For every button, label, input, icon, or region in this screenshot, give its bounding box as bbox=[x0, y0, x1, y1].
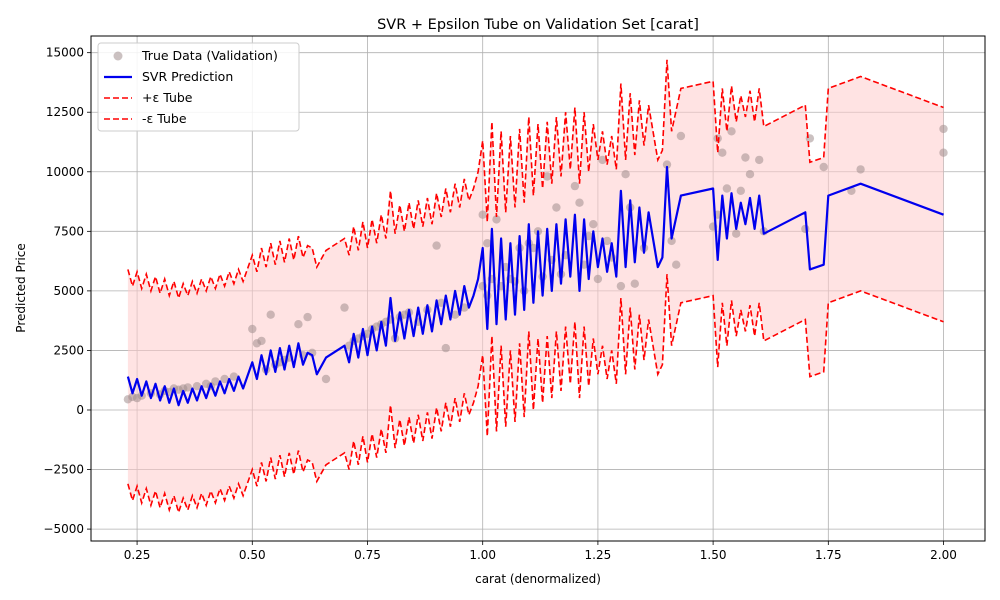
legend-box bbox=[97, 42, 300, 132]
epsilon-tube-area bbox=[127, 59, 944, 513]
legend-label: SVR Prediction bbox=[142, 69, 233, 84]
true-data-point bbox=[819, 162, 828, 172]
true-data-point bbox=[939, 148, 948, 157]
y-tick-label: −2500 bbox=[43, 463, 84, 477]
true-data-point bbox=[432, 241, 441, 250]
true-data-point bbox=[340, 303, 349, 312]
true-data-point bbox=[598, 155, 607, 165]
true-data-point bbox=[570, 181, 580, 191]
true-data-point bbox=[303, 312, 312, 322]
y-tick-label: 15000 bbox=[46, 46, 84, 60]
true-data-point bbox=[192, 382, 202, 391]
true-data-point bbox=[722, 184, 732, 193]
y-tick-label: 2500 bbox=[53, 343, 84, 357]
chart-title: SVR + Epsilon Tube on Validation Set [ca… bbox=[377, 17, 699, 33]
epsilon-tube-lines bbox=[127, 59, 944, 516]
y-axis-ticks: −5000 −2500 0 2500 5000 7500 10000 12500 15000 bbox=[43, 46, 91, 536]
true-data-point bbox=[483, 239, 492, 248]
x-tick-label: 2.00 bbox=[930, 548, 957, 562]
true-data-point bbox=[589, 220, 598, 229]
svr-prediction-line-group bbox=[126, 165, 944, 407]
epsilon-tube-fill bbox=[127, 59, 944, 513]
true-data-point bbox=[266, 310, 275, 319]
true-data-point bbox=[755, 155, 764, 165]
legend: True Data (Validation) SVR Prediction +ε T… bbox=[97, 42, 300, 132]
true-data-point bbox=[575, 198, 584, 207]
x-tick-label: 0.50 bbox=[239, 548, 266, 562]
x-axis-label: carat (denormalized) bbox=[475, 572, 601, 586]
true-data-point bbox=[450, 310, 460, 319]
x-tick-label: 1.00 bbox=[469, 548, 496, 562]
x-tick-label: 1.75 bbox=[815, 548, 842, 562]
true-data-point bbox=[662, 160, 672, 169]
true-data-point bbox=[713, 134, 722, 143]
true-data-point bbox=[856, 165, 865, 174]
svr-prediction-line bbox=[126, 165, 944, 407]
true-data-point bbox=[602, 236, 612, 246]
x-tick-label: 1.25 bbox=[585, 548, 612, 562]
x-tick-label: 0.75 bbox=[354, 548, 381, 562]
y-tick-label: 7500 bbox=[53, 224, 84, 238]
true-data-point bbox=[672, 260, 681, 269]
y-tick-label: 0 bbox=[76, 403, 84, 417]
true-data-point bbox=[220, 374, 229, 384]
x-axis-ticks: 0.25 0.50 0.75 1.00 1.25 1.50 1.75 2.00 bbox=[124, 541, 957, 562]
upper-epsilon-tube-line bbox=[127, 59, 944, 301]
true-data-point bbox=[667, 236, 676, 246]
true-data-point bbox=[732, 229, 741, 238]
y-tick-label: −5000 bbox=[43, 522, 84, 536]
true-data-point bbox=[727, 127, 736, 136]
true-data-point bbox=[538, 272, 547, 281]
y-axis-label: Predicted Price bbox=[14, 243, 28, 332]
true-data-point bbox=[676, 131, 686, 141]
true-data-point bbox=[543, 172, 552, 181]
y-tick-label: 10000 bbox=[46, 165, 84, 179]
true-data-point bbox=[211, 377, 220, 386]
true-data-point bbox=[183, 383, 192, 392]
legend-swatch-true-data bbox=[113, 51, 123, 61]
true-data-point bbox=[939, 124, 948, 134]
true-data-point bbox=[478, 210, 487, 219]
true-data-point bbox=[441, 343, 450, 353]
true-data-point bbox=[616, 281, 626, 291]
lower-epsilon-tube-line bbox=[127, 274, 944, 516]
true-data-point bbox=[321, 374, 331, 384]
legend-label: True Data (Validation) bbox=[141, 48, 278, 63]
y-tick-label: 5000 bbox=[53, 284, 84, 298]
true-data-point bbox=[741, 153, 750, 162]
true-data-point bbox=[593, 274, 603, 284]
true-data-point bbox=[552, 203, 561, 212]
plot-frame bbox=[90, 35, 986, 542]
x-tick-label: 0.25 bbox=[124, 548, 151, 562]
legend-label: +ε Tube bbox=[142, 90, 193, 105]
true-data-point bbox=[492, 215, 501, 224]
true-data-point bbox=[745, 170, 755, 179]
true-data-point bbox=[248, 324, 257, 334]
x-tick-label: 1.50 bbox=[700, 548, 727, 562]
legend-label: -ε Tube bbox=[142, 111, 187, 126]
true-data-point bbox=[257, 336, 266, 346]
true-data-point bbox=[718, 148, 727, 157]
true-data-point bbox=[294, 320, 303, 329]
true-data-point bbox=[229, 372, 239, 381]
true-data-point bbox=[630, 279, 639, 288]
y-tick-label: 12500 bbox=[46, 105, 84, 119]
true-data-point bbox=[621, 170, 630, 179]
true-data-point bbox=[736, 186, 745, 195]
